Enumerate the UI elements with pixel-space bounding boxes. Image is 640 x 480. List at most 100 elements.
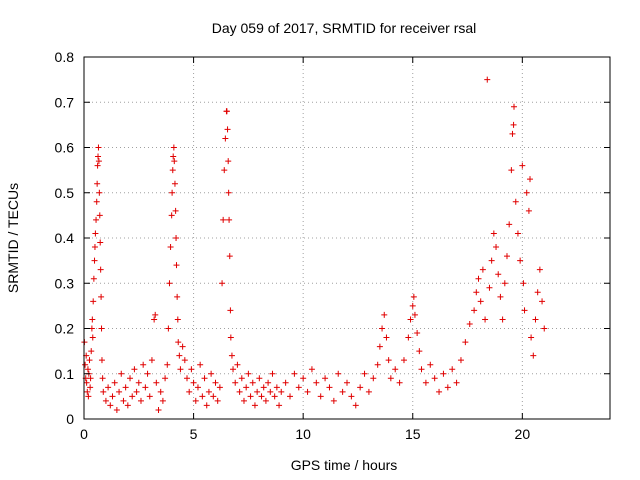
data-point [376,343,383,350]
y-tick-label: 0.8 [55,49,75,65]
data-point [495,271,502,278]
data-point [169,167,176,174]
data-point [226,216,233,223]
data-point [186,388,193,395]
data-point [221,167,228,174]
data-point [453,379,460,386]
plot-frame [83,56,611,420]
data-point [501,280,508,287]
data-point [85,393,92,400]
data-point [249,379,256,386]
data-point [165,325,172,332]
data-point [374,361,381,368]
y-tick-label: 0.6 [55,140,75,156]
data-point [230,366,237,373]
data-point [269,370,276,377]
data-point [532,316,539,323]
data-point [199,393,206,400]
data-point [83,379,90,386]
data-point [166,280,173,287]
data-point [510,121,517,128]
data-point [162,375,169,382]
data-point [170,144,177,151]
data-point [224,126,231,133]
data-point [87,384,94,391]
data-point [339,388,346,395]
data-point [176,352,183,359]
data-point [91,257,98,264]
data-point [105,384,112,391]
data-point [98,357,105,364]
data-point [216,384,223,391]
data-point [528,334,535,341]
data-point [89,316,96,323]
data-point [194,384,201,391]
data-point [278,388,285,395]
data-point [493,244,500,251]
data-point [517,257,524,264]
y-axis-label: SRMTID / TECUs [5,183,21,293]
data-point [503,253,510,260]
data-point [227,307,234,314]
y-tick-label: 0.7 [55,94,75,110]
x-axis-label: GPS time / hours [291,457,398,473]
data-point [422,379,429,386]
data-point [523,189,530,196]
data-point [142,384,149,391]
data-point [506,221,513,228]
data-point [407,316,414,323]
data-point [525,207,532,214]
data-point [295,384,302,391]
data-point [484,76,491,83]
data-point [222,135,229,142]
tick-labels: 0 5 10 15 20 0 0.1 0.2 0.3 0.4 0.5 0.6 0.7 0.8 [55,49,531,442]
data-point [95,144,102,151]
data-point [256,375,263,382]
data-point [223,108,230,115]
data-point [387,375,394,382]
data-point [282,379,289,386]
data-point [379,325,386,332]
data-point [159,397,166,404]
chart-title: Day 059 of 2017, SRMTID for receiver rsa… [212,20,477,36]
data-point [541,325,548,332]
data-point [174,316,181,323]
data-point [530,352,537,359]
data-point [418,366,425,373]
data-point [96,212,103,219]
data-point [113,406,120,413]
data-point [208,370,215,377]
data-point [151,316,158,323]
data-point [271,393,278,400]
data-point [153,379,160,386]
data-point [96,189,103,196]
data-point [511,103,518,110]
data-point [479,266,486,273]
data-point [116,388,123,395]
data-point [361,370,368,377]
x-tick-label: 20 [515,426,531,442]
x-tick-label: 10 [295,426,311,442]
data-point [171,158,178,165]
data-point [521,307,528,314]
data-point [262,397,269,404]
data-point [169,189,176,196]
data-point [171,180,178,187]
data-point [335,370,342,377]
data-point [95,158,102,165]
data-point [226,253,233,260]
y-tick-label: 0.2 [55,321,75,337]
data-point [462,339,469,346]
data-point [236,388,243,395]
data-point [427,361,434,368]
data-point [225,158,232,165]
data-point [482,316,489,323]
data-point [95,153,102,160]
data-point [86,357,93,364]
data-point [137,397,144,404]
axis-ticks [83,56,610,420]
data-point [173,235,180,241]
data-point [247,393,254,400]
data-point [444,384,451,391]
data-point [508,167,515,174]
